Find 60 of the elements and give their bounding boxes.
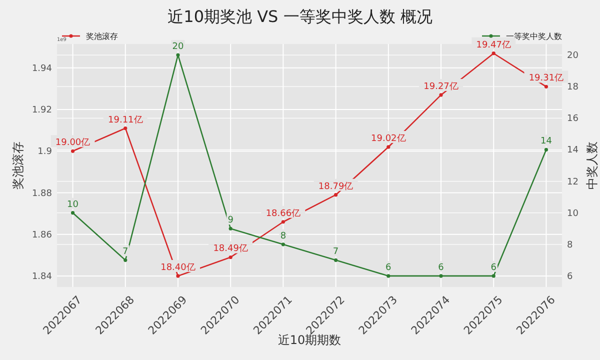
- y-axis-title: 奖池滚存: [11, 142, 25, 190]
- point: [386, 145, 390, 149]
- data-label: 9: [228, 216, 234, 226]
- y-tick-label: 1.88: [32, 188, 52, 199]
- point: [124, 258, 128, 262]
- annotation: 18.40亿: [160, 262, 196, 273]
- y-tick-label: 1.84: [32, 272, 52, 282]
- legend-label: 奖池滚存: [86, 32, 118, 41]
- annotation: 19.00亿: [55, 137, 90, 148]
- point: [176, 274, 180, 278]
- data-label: 6: [386, 262, 392, 273]
- y-tick-label: 1.86: [32, 230, 52, 240]
- y2-axis-title: 中奖人数: [585, 142, 599, 190]
- annotation: 18.49亿: [213, 243, 248, 254]
- point: [228, 255, 232, 260]
- point: [70, 149, 75, 153]
- point: [281, 242, 285, 246]
- point: [544, 84, 548, 88]
- annotation: 18.79亿: [318, 180, 354, 192]
- chart-title: 近10期奖池 VS 一等奖中奖人数 概况: [168, 7, 432, 26]
- point: [492, 274, 496, 278]
- y2-tick-label: 8: [567, 240, 573, 250]
- data-label: 7: [332, 247, 339, 258]
- data-label: 20: [172, 42, 184, 52]
- point: [334, 258, 338, 262]
- data-label: 14: [540, 136, 552, 147]
- annotation: 18.66亿: [266, 208, 301, 219]
- y2-tick-label: 18: [567, 82, 579, 93]
- annotation: 19.27亿: [424, 80, 458, 92]
- data-label: 6: [490, 262, 497, 273]
- annotation: 19.11亿: [108, 114, 143, 126]
- annotation: 19.31亿: [528, 72, 564, 84]
- y-tick-label: 1.94: [32, 64, 52, 74]
- point: [281, 220, 285, 224]
- point: [334, 193, 338, 197]
- point: [386, 274, 390, 278]
- data-label: 8: [280, 231, 286, 242]
- point: [439, 93, 443, 97]
- legend-label: 一等奖中奖人数: [506, 32, 562, 41]
- data-label: 10: [67, 200, 79, 210]
- x-axis-title: 近10期期数: [278, 333, 342, 347]
- point: [70, 211, 75, 215]
- annotation: 19.47亿: [476, 39, 511, 50]
- point: [176, 53, 180, 57]
- y2-tick-label: 20: [567, 51, 579, 62]
- y-tick-label: 1.9: [38, 147, 52, 158]
- data-label: 6: [438, 262, 444, 273]
- data-label: 7: [122, 247, 128, 258]
- y-tick-label: 1.92: [32, 106, 52, 116]
- point: [544, 148, 548, 152]
- point: [124, 126, 128, 130]
- point: [228, 226, 232, 230]
- annotation: 19.02亿: [371, 132, 406, 144]
- y2-tick-label: 12: [567, 177, 578, 188]
- y2-tick-label: 16: [567, 114, 579, 124]
- y2-tick-label: 14: [567, 146, 579, 156]
- y2-tick-label: 6: [567, 272, 573, 282]
- point: [492, 52, 496, 56]
- y2-tick-label: 10: [567, 208, 579, 219]
- point: [439, 274, 443, 278]
